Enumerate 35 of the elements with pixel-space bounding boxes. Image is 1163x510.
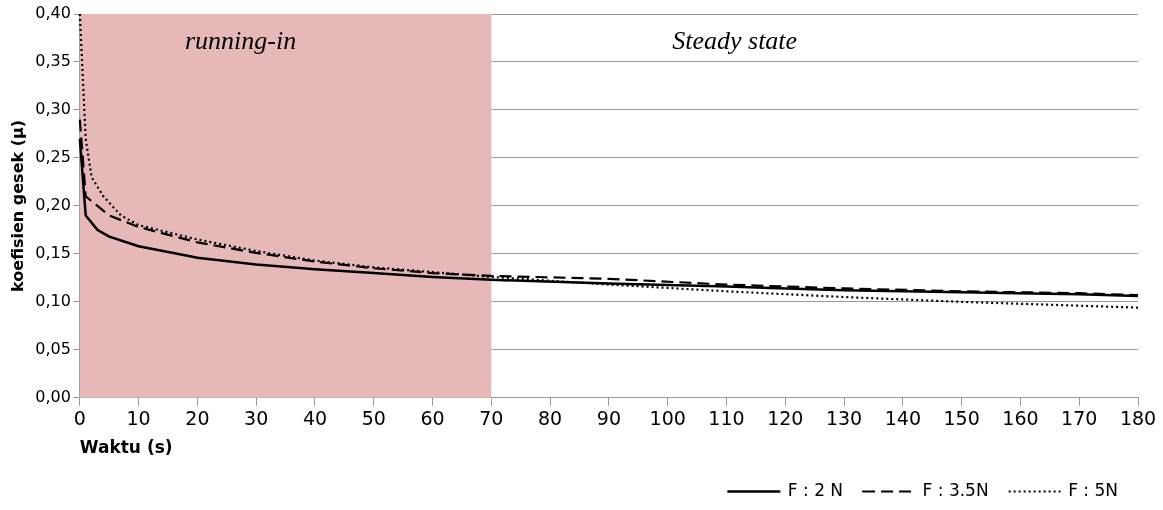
x-tick-label: 140: [884, 407, 921, 430]
y-tick-label: 0,40: [35, 3, 71, 23]
legend-label: F : 5N: [1068, 479, 1119, 500]
x-tick-label: 160: [1002, 407, 1039, 430]
annotation: Steady state: [672, 25, 798, 55]
x-tick-label: 120: [767, 407, 804, 430]
legend-label: F : 2 N: [787, 479, 844, 500]
y-tick-label: 0,35: [35, 51, 71, 71]
y-tick-label: 0,15: [35, 243, 71, 263]
x-tick-label: 30: [244, 407, 269, 430]
x-tick-label: 80: [538, 407, 563, 430]
y-tick-label: 0,25: [35, 147, 71, 167]
y-tick-label: 0,05: [35, 338, 71, 358]
y-tick-label: 0,00: [35, 386, 71, 406]
x-tick-label: 130: [825, 407, 863, 430]
x-tick-label: 110: [708, 407, 745, 430]
y-tick-label: 0,10: [35, 291, 71, 311]
x-tick-label: 150: [943, 407, 980, 430]
x-tick-label: 100: [649, 407, 686, 430]
legend-label: F : 3.5N: [922, 479, 989, 500]
x-tick-label: 20: [185, 407, 210, 430]
y-tick-label: 0,20: [35, 195, 71, 215]
x-tick-label: 0: [73, 407, 86, 430]
x-axis-title: Waktu (s): [79, 437, 173, 458]
x-tick-label: 90: [596, 407, 622, 430]
x-tick-label: 40: [302, 407, 328, 430]
x-tick-label: 180: [1119, 407, 1157, 430]
x-tick-label: 10: [126, 407, 151, 430]
y-axis-title: koefisien gesek (µ): [7, 119, 27, 292]
x-tick-label: 50: [361, 407, 386, 430]
x-tick-label: 70: [479, 407, 504, 430]
band-label: running-in: [184, 25, 297, 55]
y-tick-label: 0,30: [35, 99, 71, 119]
x-tick-label: 60: [420, 407, 445, 430]
x-tick-label: 170: [1061, 407, 1098, 430]
